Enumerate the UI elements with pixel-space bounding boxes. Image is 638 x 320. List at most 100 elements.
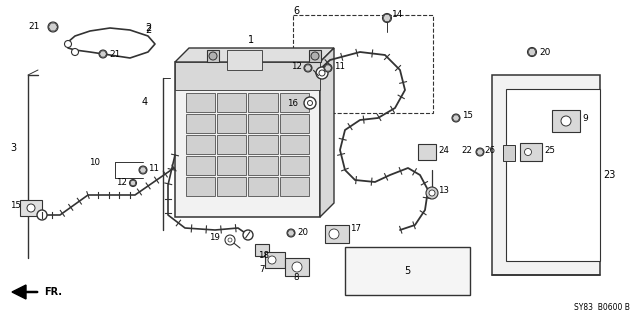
- Text: 7: 7: [259, 266, 265, 275]
- Text: 1: 1: [248, 35, 254, 45]
- Circle shape: [429, 190, 435, 196]
- Circle shape: [452, 114, 460, 122]
- Circle shape: [228, 238, 232, 242]
- Circle shape: [209, 52, 217, 60]
- Circle shape: [528, 47, 537, 57]
- Circle shape: [99, 50, 107, 58]
- Circle shape: [426, 187, 438, 199]
- Text: 9: 9: [582, 114, 588, 123]
- Circle shape: [71, 49, 78, 55]
- Text: 18: 18: [258, 251, 269, 260]
- Bar: [186, 93, 215, 112]
- Text: 23: 23: [603, 170, 616, 180]
- Bar: [248, 177, 278, 196]
- Bar: [279, 135, 309, 154]
- Bar: [248, 114, 278, 133]
- Text: 2: 2: [145, 23, 151, 33]
- Text: 21: 21: [29, 21, 40, 30]
- Text: 13: 13: [438, 186, 449, 195]
- Circle shape: [311, 52, 319, 60]
- Bar: [218, 135, 246, 154]
- Bar: [345, 247, 470, 295]
- Text: 22: 22: [461, 146, 472, 155]
- Circle shape: [287, 229, 295, 237]
- Bar: [186, 156, 215, 175]
- Bar: [218, 93, 246, 112]
- Bar: [218, 156, 246, 175]
- Text: 15: 15: [462, 110, 473, 119]
- Text: 25: 25: [544, 146, 555, 155]
- Circle shape: [308, 100, 313, 106]
- Text: 17: 17: [350, 223, 361, 233]
- Polygon shape: [12, 285, 26, 299]
- Bar: [207, 50, 219, 62]
- Bar: [227, 50, 262, 70]
- Text: SY83  B0600 B: SY83 B0600 B: [574, 303, 630, 312]
- Bar: [279, 156, 309, 175]
- Bar: [186, 114, 215, 133]
- Bar: [175, 62, 320, 90]
- Circle shape: [130, 180, 137, 187]
- Bar: [186, 177, 215, 196]
- Bar: [279, 114, 309, 133]
- Circle shape: [292, 262, 302, 272]
- Text: 14: 14: [392, 10, 403, 19]
- Text: 4: 4: [142, 97, 148, 107]
- Circle shape: [27, 204, 35, 212]
- Bar: [279, 93, 309, 112]
- Text: 10: 10: [89, 157, 100, 166]
- Circle shape: [304, 97, 316, 109]
- Circle shape: [561, 116, 571, 126]
- Text: 20: 20: [539, 47, 551, 57]
- Bar: [218, 177, 246, 196]
- Text: 19: 19: [209, 233, 220, 242]
- Text: 2: 2: [145, 25, 151, 35]
- Circle shape: [476, 148, 484, 156]
- Bar: [492, 75, 600, 275]
- Polygon shape: [320, 48, 334, 217]
- Text: 11: 11: [148, 164, 159, 172]
- Bar: [285, 258, 309, 276]
- Bar: [293, 15, 433, 113]
- Text: 16: 16: [287, 99, 298, 108]
- Bar: [520, 143, 542, 161]
- Circle shape: [243, 230, 253, 240]
- Text: 15: 15: [10, 201, 21, 210]
- Circle shape: [324, 64, 332, 72]
- Text: 11: 11: [334, 61, 345, 70]
- Bar: [248, 156, 278, 175]
- Bar: [218, 114, 246, 133]
- Bar: [255, 244, 269, 256]
- Text: 8: 8: [293, 274, 299, 283]
- Circle shape: [524, 148, 531, 156]
- Text: 21: 21: [109, 50, 121, 59]
- Bar: [309, 50, 321, 62]
- Bar: [506, 89, 600, 261]
- Bar: [186, 135, 215, 154]
- Circle shape: [268, 256, 276, 264]
- Bar: [279, 177, 309, 196]
- Text: 26: 26: [484, 146, 495, 155]
- Bar: [175, 62, 320, 217]
- Text: 12: 12: [116, 178, 127, 187]
- Circle shape: [139, 166, 147, 174]
- Bar: [552, 110, 580, 132]
- Circle shape: [225, 235, 235, 245]
- Circle shape: [48, 22, 58, 32]
- Text: FR.: FR.: [44, 287, 62, 297]
- Bar: [418, 144, 436, 160]
- Bar: [20, 200, 42, 216]
- Circle shape: [319, 70, 325, 76]
- Circle shape: [64, 41, 71, 47]
- Bar: [325, 225, 349, 243]
- Bar: [265, 252, 285, 268]
- Text: 12: 12: [291, 61, 302, 70]
- Text: 5: 5: [404, 266, 410, 276]
- Circle shape: [329, 229, 339, 239]
- Circle shape: [316, 67, 328, 79]
- Text: 6: 6: [293, 6, 299, 16]
- Circle shape: [304, 64, 312, 72]
- Bar: [248, 93, 278, 112]
- Bar: [248, 135, 278, 154]
- Text: 24: 24: [438, 146, 449, 155]
